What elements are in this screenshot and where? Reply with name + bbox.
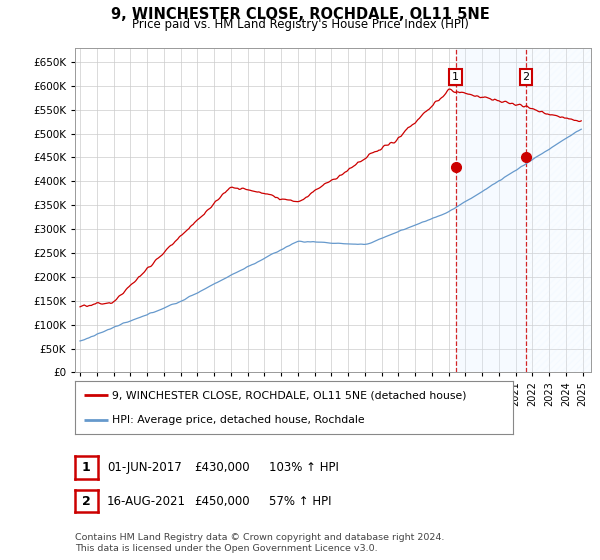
Text: 2: 2	[82, 494, 91, 508]
Text: £430,000: £430,000	[194, 461, 250, 474]
Text: Contains HM Land Registry data © Crown copyright and database right 2024.
This d: Contains HM Land Registry data © Crown c…	[75, 533, 445, 553]
Text: 103% ↑ HPI: 103% ↑ HPI	[269, 461, 338, 474]
Text: 1: 1	[452, 72, 459, 82]
Text: 16-AUG-2021: 16-AUG-2021	[107, 494, 186, 508]
Bar	[526, 48, 591, 372]
Text: Price paid vs. HM Land Registry's House Price Index (HPI): Price paid vs. HM Land Registry's House …	[131, 18, 469, 31]
Text: 57% ↑ HPI: 57% ↑ HPI	[269, 494, 331, 508]
Text: 2: 2	[523, 72, 530, 82]
Text: 9, WINCHESTER CLOSE, ROCHDALE, OL11 5NE (detached house): 9, WINCHESTER CLOSE, ROCHDALE, OL11 5NE …	[112, 390, 467, 400]
Text: 9, WINCHESTER CLOSE, ROCHDALE, OL11 5NE: 9, WINCHESTER CLOSE, ROCHDALE, OL11 5NE	[110, 7, 490, 22]
Text: 1: 1	[82, 461, 91, 474]
Text: 01-JUN-2017: 01-JUN-2017	[107, 461, 182, 474]
Bar	[455, 48, 526, 372]
Text: £450,000: £450,000	[194, 494, 250, 508]
Text: HPI: Average price, detached house, Rochdale: HPI: Average price, detached house, Roch…	[112, 414, 365, 424]
